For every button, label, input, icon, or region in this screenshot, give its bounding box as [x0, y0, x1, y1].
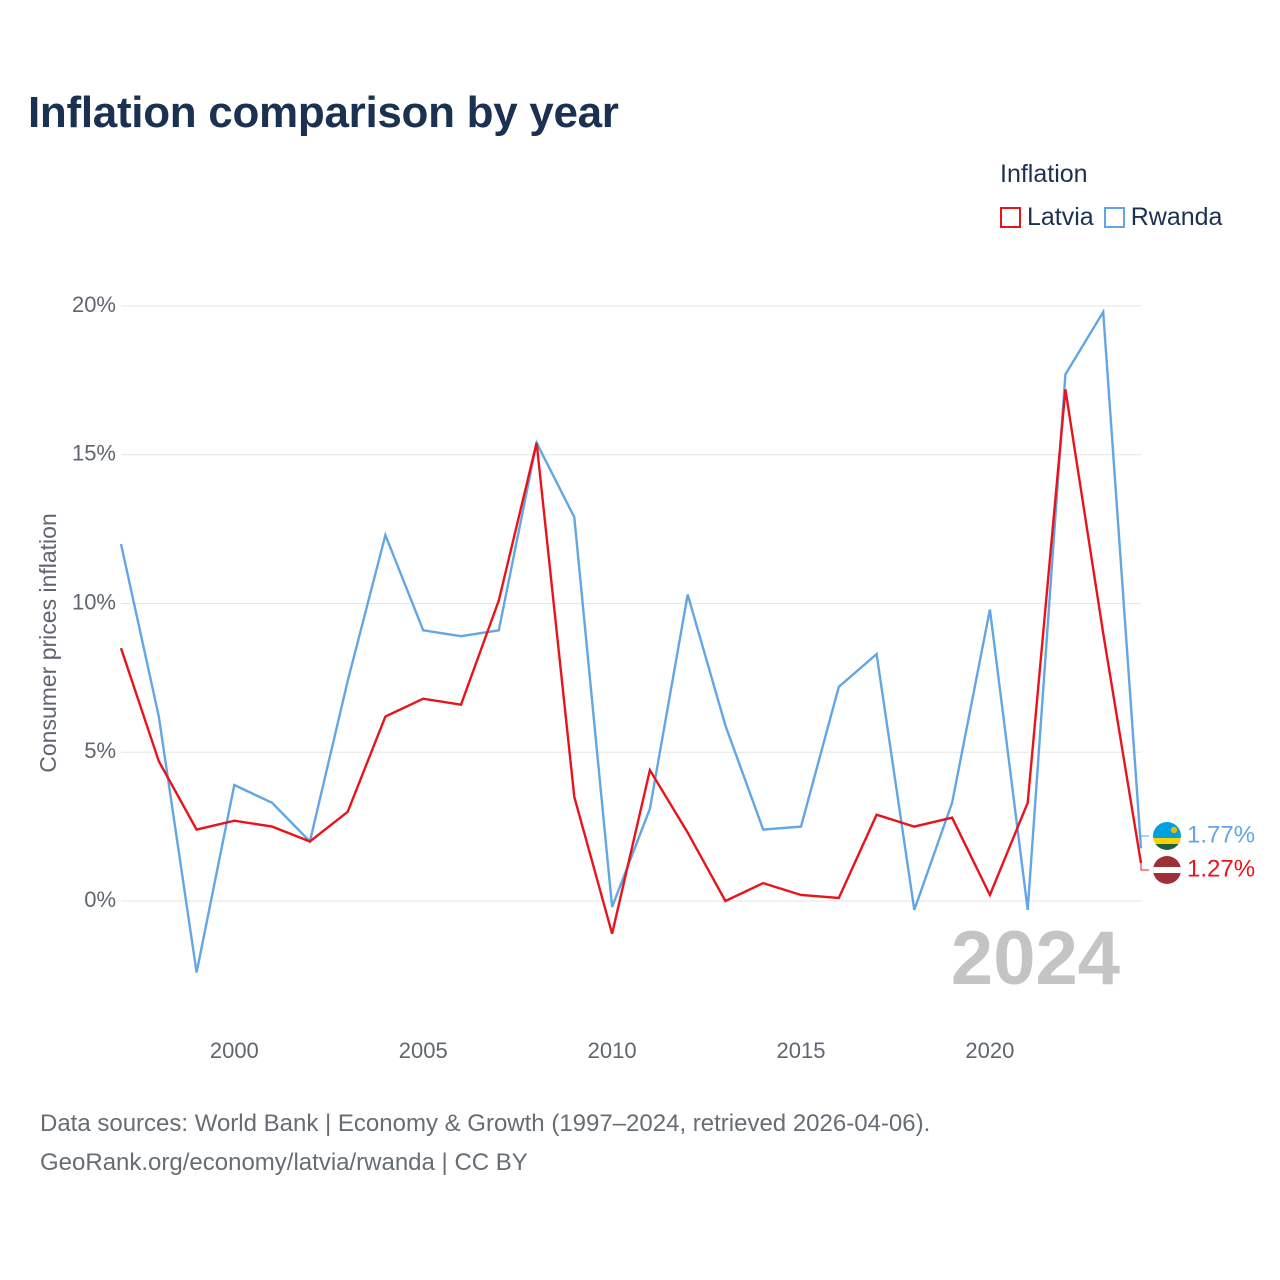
series-lines [119, 308, 1143, 973]
gridlines [121, 305, 1141, 902]
series-line-latvia[interactable] [119, 389, 1143, 935]
legend: Inflation Latvia Rwanda [1000, 160, 1222, 232]
legend-swatch-rwanda [1103, 207, 1125, 228]
x-tick-label: 2020 [965, 1038, 1014, 1063]
x-tick-label: 2010 [588, 1038, 637, 1063]
x-axis: 2000 2005 2010 2015 2020 [210, 1038, 1015, 1063]
legend-item-latvia[interactable]: Latvia [1000, 203, 1094, 232]
y-axis-label: Consumer prices inflation [35, 513, 61, 773]
end-value-latvia: 1.27% [1187, 855, 1255, 882]
current-year-label: 2024 [951, 916, 1120, 1001]
end-labels: 1.27% 1.77% [1140, 821, 1255, 884]
legend-item-rwanda[interactable]: Rwanda [1103, 203, 1223, 232]
y-axis: 0% 5% 10% 15% 20% [72, 292, 116, 912]
x-tick-label: 2015 [777, 1038, 826, 1063]
legend-title: Inflation [1000, 160, 1088, 188]
y-tick-label: 10% [72, 589, 116, 614]
x-tick-label: 2005 [399, 1038, 448, 1063]
legend-label-rwanda: Rwanda [1130, 203, 1223, 231]
connector-line [1140, 835, 1149, 849]
rwanda-flag-icon [1153, 822, 1181, 850]
y-tick-label: 5% [84, 738, 116, 763]
legend-swatch-latvia [1000, 207, 1021, 228]
latvia-flag-icon [1153, 856, 1181, 884]
connector-line [1140, 863, 1149, 871]
end-value-rwanda: 1.77% [1187, 821, 1255, 848]
y-tick-label: 20% [72, 292, 116, 317]
y-tick-label: 15% [72, 441, 116, 466]
end-label-latvia: 1.27% [1140, 855, 1255, 884]
series-line-rwanda[interactable] [119, 308, 1143, 973]
y-tick-label: 0% [84, 887, 116, 912]
end-label-rwanda: 1.77% [1140, 821, 1255, 850]
chart-title: Inflation comparison by year [28, 88, 619, 137]
x-tick-label: 2000 [210, 1038, 259, 1063]
footer: Data sources: World Bank | Economy & Gro… [40, 1104, 930, 1182]
footer-link[interactable]: GeoRank.org/economy/latvia/rwanda | CC B… [40, 1149, 528, 1176]
footer-sources: Data sources: World Bank | Economy & Gro… [40, 1110, 931, 1137]
legend-label-latvia: Latvia [1027, 203, 1094, 231]
